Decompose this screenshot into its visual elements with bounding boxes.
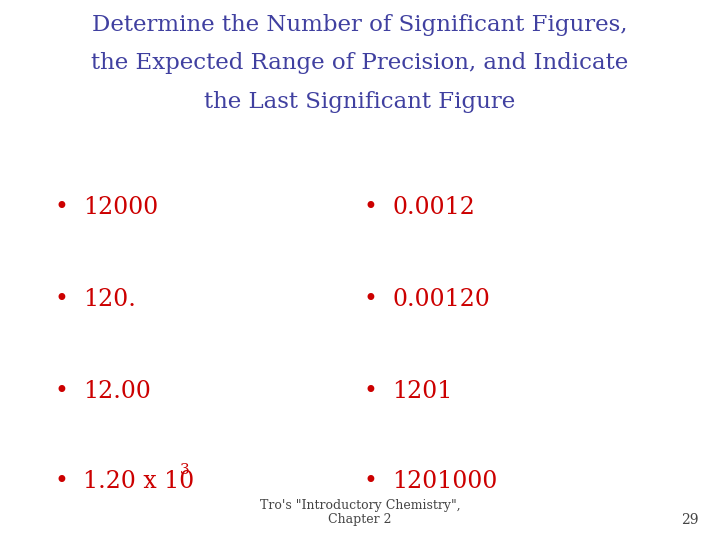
Text: 1201000: 1201000 xyxy=(392,470,498,493)
Text: 3: 3 xyxy=(180,463,190,477)
Text: •: • xyxy=(54,470,68,493)
Text: 0.00120: 0.00120 xyxy=(392,288,490,311)
Text: 29: 29 xyxy=(681,512,698,526)
Text: 12.00: 12.00 xyxy=(83,380,150,403)
Text: •: • xyxy=(364,288,377,311)
Text: •: • xyxy=(364,197,377,219)
Text: 0.0012: 0.0012 xyxy=(392,197,475,219)
Text: Tro's "Introductory Chemistry",
Chapter 2: Tro's "Introductory Chemistry", Chapter … xyxy=(260,498,460,526)
Text: the Last Significant Figure: the Last Significant Figure xyxy=(204,91,516,113)
Text: 120.: 120. xyxy=(83,288,135,311)
Text: •: • xyxy=(364,380,377,403)
Text: 1.20 x 10: 1.20 x 10 xyxy=(83,470,194,493)
Text: •: • xyxy=(54,288,68,311)
Text: the Expected Range of Precision, and Indicate: the Expected Range of Precision, and Ind… xyxy=(91,52,629,75)
Text: •: • xyxy=(364,470,377,493)
Text: Determine the Number of Significant Figures,: Determine the Number of Significant Figu… xyxy=(92,14,628,36)
Text: 1201: 1201 xyxy=(392,380,453,403)
Text: •: • xyxy=(54,197,68,219)
Text: 12000: 12000 xyxy=(83,197,158,219)
Text: •: • xyxy=(54,380,68,403)
